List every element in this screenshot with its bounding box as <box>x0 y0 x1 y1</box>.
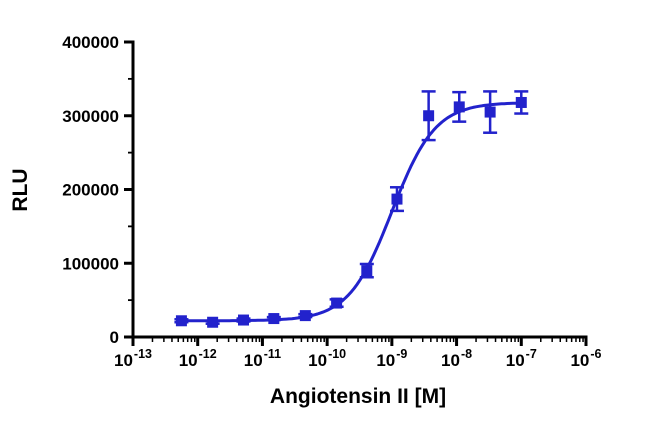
chart-generated-content: 0 100000 200000 300000 400000 10-13 10-12 10-11… <box>62 33 601 370</box>
x-axis-ticks: 10-13 10-12 10-11 10-10 10-9 10-8 10-7 10-6 <box>114 337 602 370</box>
x-tick-label: 10-7 <box>506 347 537 370</box>
fit-curve <box>179 101 523 323</box>
y-tick-label: 0 <box>110 328 119 347</box>
x-tick-label: 10-10 <box>308 347 346 370</box>
data-point-square <box>361 265 373 277</box>
y-tick-label: 300000 <box>62 107 119 126</box>
data-point-square <box>175 315 187 327</box>
y-tick-label: 100000 <box>62 254 119 273</box>
data-point-square <box>268 313 280 325</box>
data-point-square <box>299 310 311 322</box>
data-point-square <box>391 193 403 205</box>
axes <box>131 40 588 339</box>
x-axis-label: Angiotensin II [M] <box>270 385 446 408</box>
data-point-square <box>453 101 465 113</box>
y-tick-label: 200000 <box>62 181 119 200</box>
data-point-square <box>484 106 496 118</box>
x-tick-label: 10-6 <box>570 347 601 370</box>
data-point-square <box>207 316 219 328</box>
data-point-square <box>515 96 527 108</box>
x-tick-label: 10-13 <box>114 347 152 370</box>
data-point-square <box>238 314 250 326</box>
data-point-square <box>423 110 435 122</box>
y-axis-ticks: 0 100000 200000 300000 400000 <box>62 33 133 347</box>
y-tick-label: 400000 <box>62 33 119 52</box>
data-points <box>175 96 527 328</box>
x-tick-label: 10-8 <box>441 347 472 370</box>
x-tick-label: 10-9 <box>376 347 407 370</box>
error-bars <box>174 90 529 325</box>
data-point-square <box>331 297 343 309</box>
x-tick-label: 10-11 <box>244 347 281 370</box>
y-axis-label: RLU <box>9 168 32 211</box>
x-tick-label: 10-12 <box>179 347 217 370</box>
